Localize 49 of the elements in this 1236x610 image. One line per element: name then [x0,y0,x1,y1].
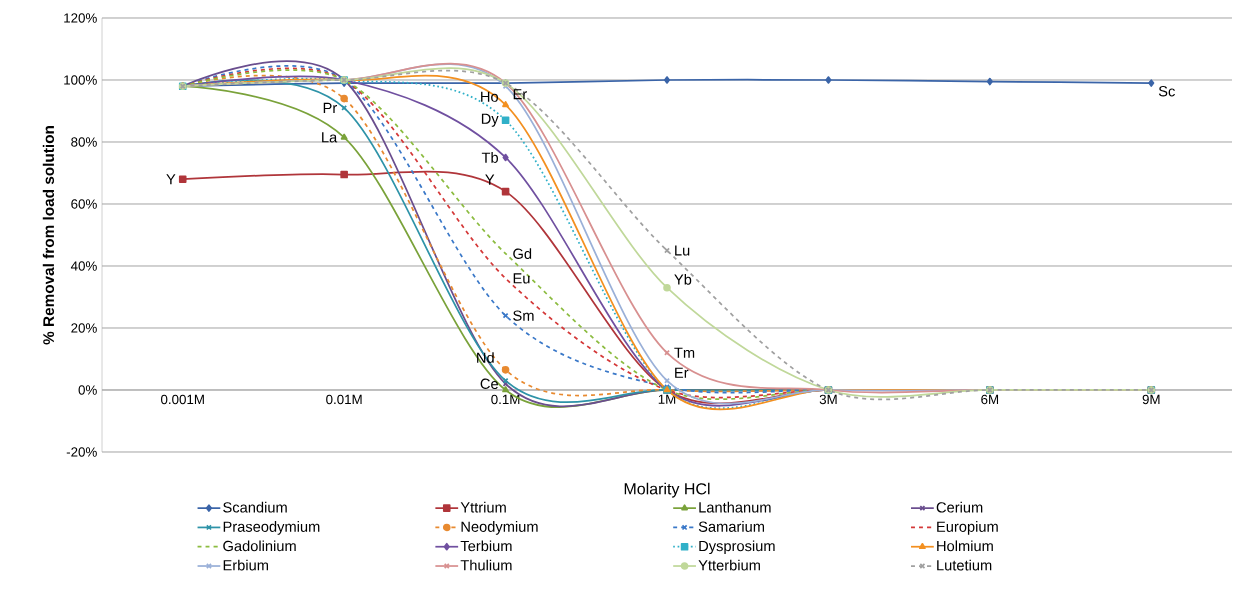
legend-label: Lanthanum [699,501,771,513]
y-tick-label: 60% [71,199,97,209]
annotation: Tm [674,347,695,358]
legend-label: Terbium [460,540,512,552]
annotation: Er [513,89,527,100]
x-tick-label: 0.1M [491,394,520,405]
annotation: Lu [675,245,690,256]
y-tick-label: 120% [64,13,97,23]
x-tick-label: 0.01M [326,394,362,405]
annotation: La [322,132,338,143]
legend-label: Ytterbium [698,559,760,571]
legend-label: Neodymium [461,521,538,535]
annotation: Eu [513,273,530,284]
legend-label: Samarium [698,521,765,532]
legend-label: Gadolinium [223,540,296,552]
legend-label: Cerium [936,501,983,513]
annotation: Er [675,367,689,378]
annotation: Sm [513,310,534,321]
legend-label: Praseodymium [223,521,320,535]
annotation: Pr [323,102,337,113]
x-tick-label: 0.001M [161,394,204,405]
y-tick-label: 40% [70,261,97,271]
x-tick-label: 9M [1142,394,1160,405]
legend-label: Europium [937,521,998,535]
annotation: Ho [481,91,499,102]
annotation: Yb [674,273,692,285]
y-tick-label: 20% [71,323,97,333]
y-tick-label: 80% [71,137,97,147]
y-axis-title: % Removal from load solution [42,126,55,345]
x-tick-label: 3M [819,394,837,405]
legend-label: Dysprosium [699,540,775,555]
legend-label: Holmium [937,540,993,552]
y-tick-label: -20% [66,447,97,457]
annotation: Ce [480,378,498,389]
annotation: Sc [1158,86,1175,97]
annotation: Y [166,174,176,185]
y-tick-label: 0% [78,385,97,395]
legend-label: Erbium [223,559,268,571]
x-tick-label: 6M [981,394,999,405]
x-axis-title: Molarity HCl [624,482,710,498]
annotation: Tb [481,152,499,163]
legend-label: Scandium [223,501,287,513]
legend-label: Lutetium [937,559,992,571]
annotation: Gd [513,248,532,259]
x-tick-label: 1M [658,394,676,404]
annotation: Dy [481,113,499,127]
legend-label: Yttrium [460,501,506,513]
y-tick-label: 100% [64,75,97,85]
legend-label: Thulium [460,559,512,571]
